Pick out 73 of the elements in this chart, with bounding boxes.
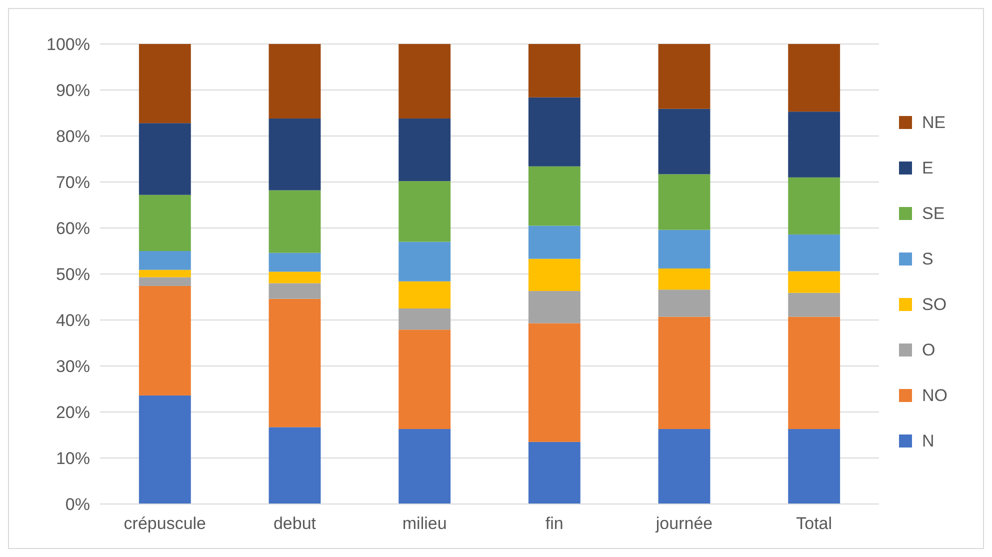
bar bbox=[268, 118, 321, 190]
bar bbox=[528, 291, 580, 324]
y-tick-label: 100% bbox=[46, 34, 90, 54]
bar bbox=[788, 112, 840, 178]
legend-label: O bbox=[922, 340, 936, 360]
y-tick-label: 50% bbox=[56, 264, 90, 284]
bar bbox=[528, 323, 580, 442]
bar bbox=[398, 429, 451, 504]
y-tick-label: 80% bbox=[56, 126, 90, 146]
bar bbox=[658, 290, 710, 317]
bar bbox=[398, 181, 451, 242]
y-tick-label: 40% bbox=[56, 310, 90, 330]
bar bbox=[788, 429, 840, 504]
bar bbox=[788, 234, 840, 272]
y-tick-label: 10% bbox=[56, 448, 90, 468]
bar bbox=[658, 429, 710, 504]
bar bbox=[268, 283, 321, 299]
bar bbox=[138, 286, 191, 396]
bar bbox=[528, 97, 580, 166]
bar bbox=[138, 123, 191, 195]
bar bbox=[138, 251, 191, 270]
bar bbox=[268, 190, 321, 253]
bar bbox=[788, 44, 840, 112]
x-tick-label: journée bbox=[654, 514, 713, 533]
bar bbox=[658, 268, 710, 290]
bar bbox=[788, 271, 840, 293]
bar bbox=[398, 308, 451, 330]
bar bbox=[398, 118, 451, 182]
bar bbox=[138, 395, 191, 504]
bar bbox=[398, 44, 451, 119]
bar bbox=[268, 44, 321, 119]
bar bbox=[658, 108, 710, 174]
legend-label: N bbox=[922, 431, 934, 450]
legend-label: NO bbox=[922, 386, 948, 405]
bar bbox=[528, 226, 580, 259]
bar bbox=[268, 427, 321, 504]
legend-label: S bbox=[922, 249, 934, 268]
y-tick-label: 30% bbox=[56, 356, 90, 376]
bar bbox=[398, 242, 451, 282]
bar bbox=[398, 281, 451, 308]
legend-label: NE bbox=[922, 112, 946, 132]
x-tick-label: debut bbox=[273, 514, 316, 533]
bar bbox=[138, 277, 191, 286]
x-tick-label: fin bbox=[545, 514, 564, 533]
bar bbox=[658, 44, 710, 109]
x-tick-label: Total bbox=[796, 514, 832, 533]
bar bbox=[268, 272, 321, 284]
bar bbox=[788, 292, 840, 317]
y-tick-label: 60% bbox=[56, 218, 90, 238]
bar bbox=[788, 177, 840, 234]
bar bbox=[528, 44, 580, 98]
bar bbox=[138, 194, 191, 251]
bar bbox=[658, 174, 710, 230]
bar bbox=[268, 298, 321, 428]
bar bbox=[268, 252, 321, 272]
y-tick-label: 90% bbox=[56, 80, 90, 100]
legend-label: E bbox=[922, 158, 934, 178]
bar bbox=[658, 230, 710, 268]
legend-label: SO bbox=[922, 294, 947, 314]
x-tick-label: crépuscule bbox=[124, 514, 206, 533]
x-tick-label: milieu bbox=[402, 514, 447, 533]
bar bbox=[788, 316, 840, 430]
y-tick-label: 0% bbox=[65, 494, 90, 514]
bar bbox=[398, 330, 451, 430]
y-tick-label: 70% bbox=[56, 172, 90, 192]
bar bbox=[528, 258, 580, 292]
bar bbox=[528, 166, 580, 226]
bar bbox=[138, 270, 191, 278]
bar bbox=[138, 44, 191, 124]
legend-label: SE bbox=[922, 204, 945, 223]
bar bbox=[528, 442, 580, 504]
y-tick-label: 20% bbox=[56, 402, 90, 422]
bar bbox=[658, 316, 710, 430]
